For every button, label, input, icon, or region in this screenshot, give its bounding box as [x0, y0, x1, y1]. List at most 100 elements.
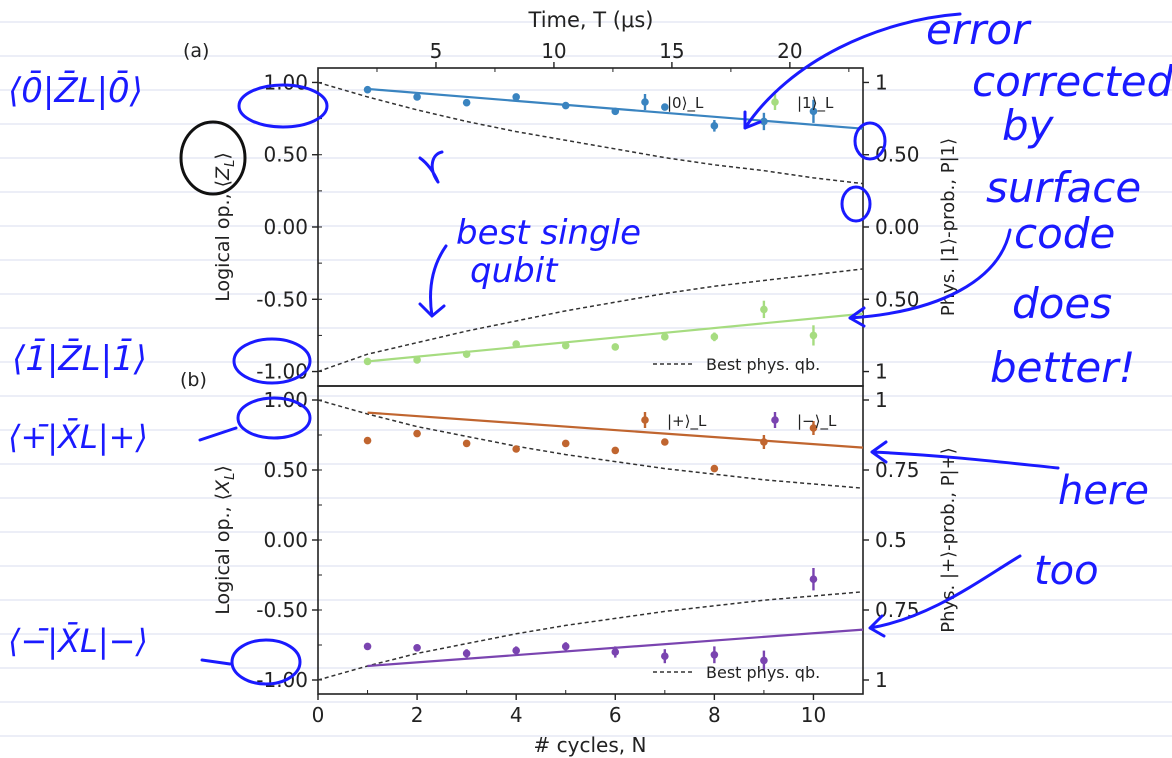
best-phys-curve [317, 81, 864, 185]
data-point [760, 656, 768, 665]
dash-xplus [198, 426, 238, 442]
y-tick-label: 0.50 [263, 143, 308, 167]
y2-tick-label: 0.5 [875, 528, 907, 552]
data-point [561, 101, 570, 110]
data-point [413, 644, 421, 652]
y-axis-label-b-close: ⟩ [212, 465, 234, 472]
data-point [512, 340, 520, 348]
y-axis-label-b-sub: L [223, 473, 238, 480]
note-error-line: does [1012, 279, 1112, 328]
annotation-layer [179, 12, 1060, 686]
data-point [809, 107, 818, 116]
data-point [363, 357, 372, 366]
data-point [512, 646, 520, 655]
data-point [462, 350, 471, 359]
data-point [661, 652, 669, 660]
top-tick-label: 10 [541, 39, 566, 63]
y-tick-label: 1.00 [263, 70, 308, 94]
legend-marker [771, 98, 779, 106]
note-error-line: corrected [972, 57, 1172, 106]
y2-tick-label: 0.00 [875, 215, 920, 239]
top-tick-label: 5 [430, 39, 443, 63]
data-point [512, 445, 520, 453]
legend-label: |1⟩_L [797, 94, 834, 113]
top-tick-label: 15 [659, 39, 684, 63]
y2-tick-label: 0.50 [875, 143, 920, 167]
data-point [363, 436, 372, 445]
data-point [363, 85, 372, 94]
fit-line [367, 411, 864, 449]
x-tick-label: 2 [411, 703, 424, 727]
data-point [413, 356, 421, 364]
legend-label: |0⟩_L [667, 94, 704, 113]
note-too: too [1034, 548, 1099, 594]
x-tick-label: 10 [801, 703, 826, 727]
arrow-best-single-upper [418, 150, 444, 184]
data-point [611, 107, 620, 116]
x-tick-label: 6 [609, 703, 622, 727]
circle-ytick-m1-a [232, 337, 312, 385]
arrow-here [870, 440, 1060, 470]
y-axis-label-a-close: ⟩ [212, 152, 234, 159]
legend-best-label: Best phys. qb. [706, 663, 820, 682]
y-axis-label-a-main: Logical op., ⟨ [212, 180, 234, 302]
best-phys-curve [317, 268, 864, 373]
y2-tick-label: 0.75 [875, 598, 920, 622]
note-error-line: better! [990, 343, 1135, 392]
dash-xminus [200, 658, 232, 666]
note-z0: ⟨0̄|Z̄L|0̄⟩ [8, 70, 143, 111]
legend-label: |−⟩_L [797, 412, 837, 431]
data-point [710, 333, 719, 341]
y2-axis-label-b: Phys. |+⟩-prob., P|+⟩ [938, 447, 959, 632]
y-tick-label: -0.50 [256, 598, 308, 622]
y-axis-label-a: Logical op., ⟨ZL⟩ [212, 152, 238, 302]
data-point [561, 642, 570, 651]
best-phys-curve [317, 399, 864, 489]
data-point [611, 648, 620, 656]
note-error-line: error [926, 5, 1032, 54]
top-axis-label: Time, T (μs) [528, 8, 654, 32]
data-point [462, 649, 471, 658]
data-point [363, 642, 372, 651]
note-best-single-2: qubit [470, 251, 559, 291]
note-error-line: code [1014, 209, 1115, 258]
data-point [512, 93, 520, 101]
panel-label-a: (a) [183, 40, 209, 62]
data-point [462, 439, 471, 448]
note-here: here [1058, 468, 1149, 514]
legend-marker [641, 98, 649, 106]
data-point [561, 439, 570, 448]
x-tick-label: 4 [510, 703, 523, 727]
note-best-single-1: best single [456, 213, 641, 253]
y2-axis-label-a: Phys. |1⟩-prob., P|1⟩ [938, 138, 959, 316]
y-axis-label-b: Logical op., ⟨XL⟩ [212, 465, 238, 615]
data-point [413, 93, 421, 101]
y-tick-label: 0.50 [263, 458, 308, 482]
arrow-surface-code [848, 228, 1012, 328]
data-point [710, 122, 719, 130]
circle-zl-label [179, 120, 247, 196]
top-tick-label: 20 [777, 39, 802, 63]
data-point [661, 333, 669, 341]
y2-tick-label: 1 [875, 70, 888, 94]
panel-label-b: (b) [180, 369, 207, 391]
y-tick-label: 0.00 [263, 215, 308, 239]
data-point [661, 438, 669, 446]
legend-best-label: Best phys. qb. [706, 355, 820, 374]
arrow-best-single-lower [418, 244, 448, 318]
panel-b-frame [317, 385, 864, 695]
circle-ytick-1-b [236, 396, 312, 440]
y-axis-label-a-sub: L [223, 160, 238, 167]
circle-fit-end-upper [853, 121, 887, 161]
x-axis-label: # cycles, N [534, 733, 647, 757]
legend-label: |+⟩_L [667, 412, 707, 431]
note-error-line: surface [986, 163, 1141, 212]
x-tick-label: 8 [708, 703, 721, 727]
note-xminus: ⟨−̄|X̄L|−⟩ [8, 621, 148, 660]
note-z1: ⟨1̄|Z̄L|1̄⟩ [12, 338, 147, 379]
data-point [710, 651, 719, 659]
circle-fit-end-lower [840, 185, 872, 223]
